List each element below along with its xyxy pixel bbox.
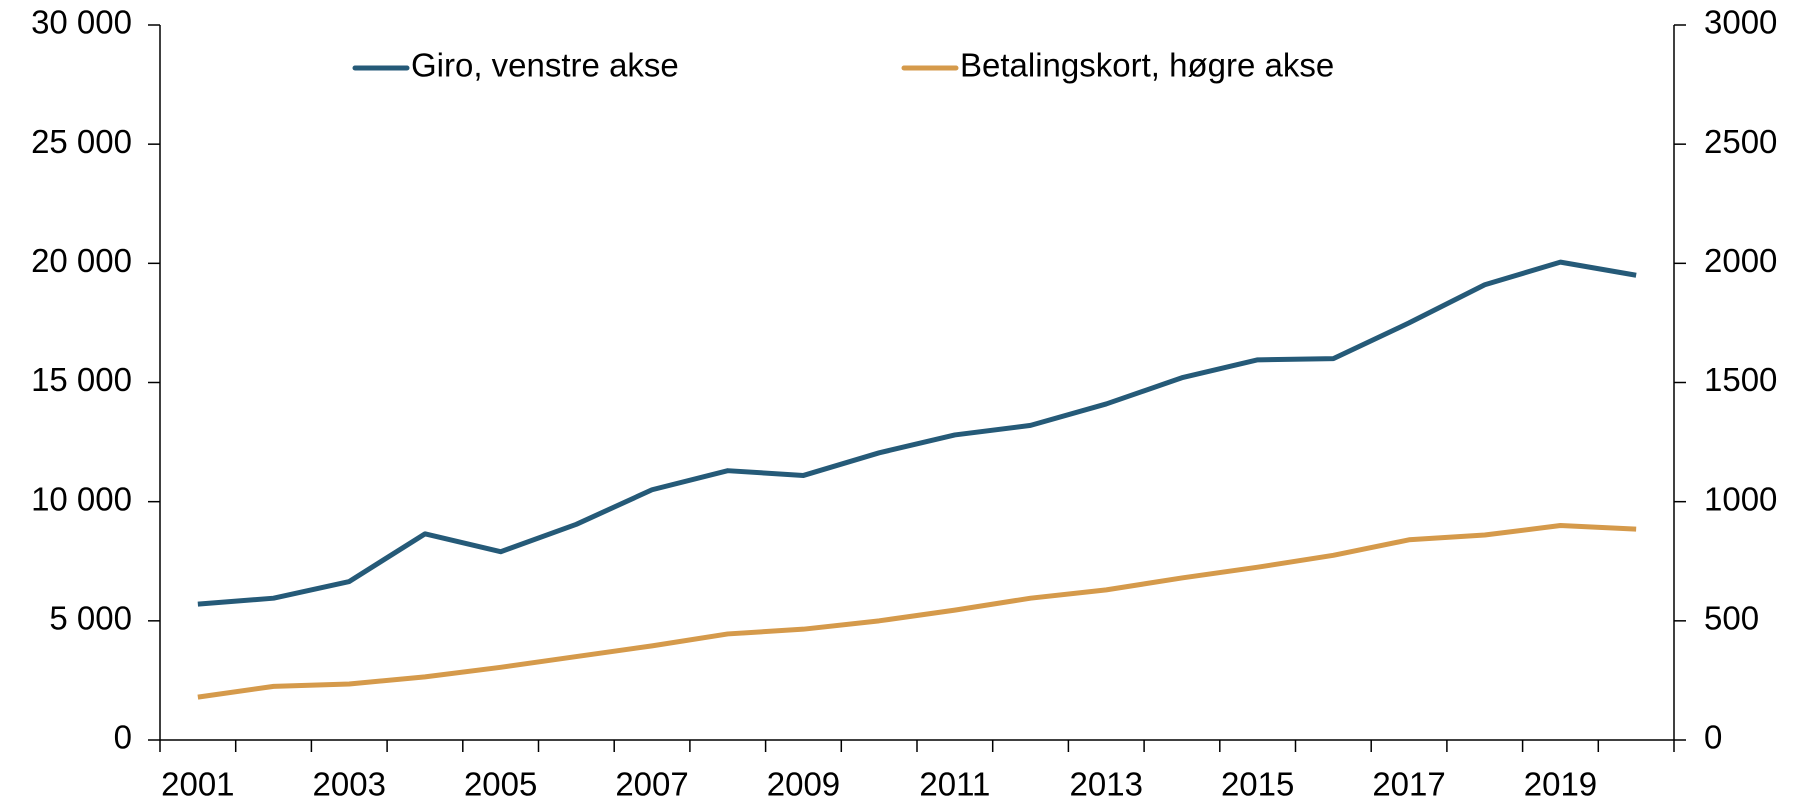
x-tick-label: 2009 bbox=[767, 766, 840, 802]
y2-tick-label: 2500 bbox=[1704, 123, 1777, 160]
y-tick-label: 0 bbox=[114, 719, 132, 756]
y-tick-label: 15 000 bbox=[31, 361, 132, 398]
y-tick-label: 30 000 bbox=[31, 4, 132, 41]
y-tick-label: 10 000 bbox=[31, 480, 132, 517]
y-tick-label: 25 000 bbox=[31, 123, 132, 160]
y2-tick-label: 2000 bbox=[1704, 242, 1777, 279]
y2-tick-label: 3000 bbox=[1704, 4, 1777, 41]
y-tick-label: 5 000 bbox=[49, 600, 132, 637]
legend-label: Betalingskort, høgre akse bbox=[960, 47, 1334, 84]
x-tick-label: 2019 bbox=[1524, 766, 1597, 802]
x-tick-label: 2003 bbox=[313, 766, 386, 802]
axis-frame bbox=[159, 25, 1675, 741]
x-tick-label: 2005 bbox=[464, 766, 537, 802]
x-tick-label: 2013 bbox=[1070, 766, 1143, 802]
x-tick-label: 2015 bbox=[1221, 766, 1294, 802]
legend-label: Giro, venstre akse bbox=[411, 47, 679, 84]
x-tick-label: 2017 bbox=[1372, 766, 1445, 802]
x-tick-label: 2007 bbox=[615, 766, 688, 802]
series-line bbox=[197, 523, 1637, 700]
y2-tick-label: 500 bbox=[1704, 600, 1759, 637]
x-tick-label: 2001 bbox=[161, 766, 234, 802]
y-tick-label: 20 000 bbox=[31, 242, 132, 279]
y2-tick-label: 0 bbox=[1704, 719, 1722, 756]
x-tick-label: 2011 bbox=[919, 766, 990, 802]
y2-tick-label: 1000 bbox=[1704, 480, 1777, 517]
series-line bbox=[197, 259, 1637, 607]
y2-tick-label: 1500 bbox=[1704, 361, 1777, 398]
